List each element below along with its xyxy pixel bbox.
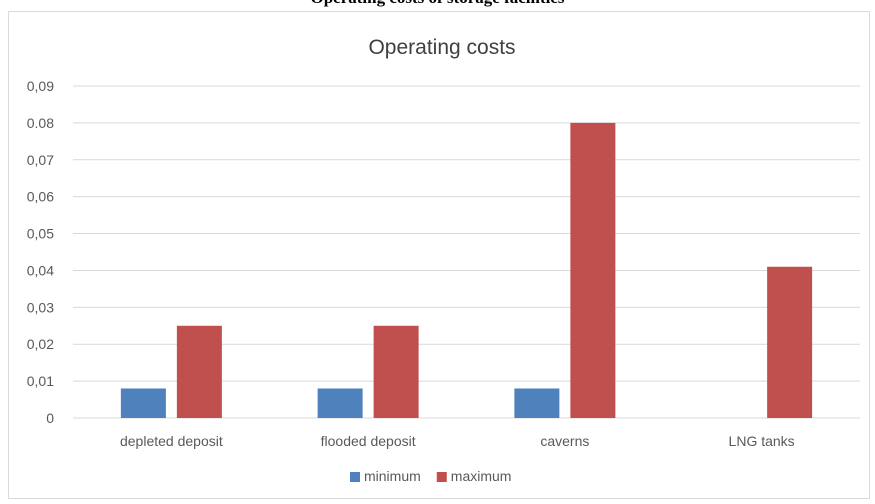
y-tick-label: 0,09	[27, 78, 54, 94]
y-tick-label: 0,07	[27, 152, 54, 168]
x-category-label: depleted deposit	[120, 433, 223, 449]
bar-maximum	[176, 325, 222, 418]
bar-minimum	[514, 388, 560, 418]
y-tick-label: 0	[46, 410, 54, 426]
legend-swatch-minimum	[350, 472, 360, 482]
x-axis-categories: depleted deposit flooded deposit caverns LN…	[120, 433, 795, 449]
grid-lines	[73, 85, 860, 419]
bars	[120, 122, 813, 418]
legend-label-maximum: maximum	[451, 468, 512, 484]
y-tick-label: 0,03	[27, 299, 54, 315]
bar-minimum	[317, 388, 363, 418]
y-tick-label: 0.08	[27, 115, 54, 131]
bar-minimum	[120, 388, 166, 418]
bar-maximum	[767, 266, 813, 418]
y-axis-ticks: 0 0,01 0,02 0,03 0,04 0,05 0,06 0,07 0.08 0,09	[27, 78, 54, 426]
y-tick-label: 0,05	[27, 226, 54, 242]
chart-title: Operating costs	[368, 36, 515, 59]
bar-maximum	[570, 122, 616, 418]
y-tick-label: 0,02	[27, 336, 54, 352]
legend-swatch-maximum	[436, 472, 447, 482]
bar-maximum	[373, 325, 419, 418]
y-tick-label: 0,04	[27, 262, 54, 278]
x-category-label: caverns	[540, 433, 589, 449]
x-category-label: LNG tanks	[729, 433, 795, 449]
y-tick-label: 0,06	[27, 189, 54, 205]
legend-label-minimum: minimum	[364, 468, 421, 484]
x-category-label: flooded deposit	[321, 433, 416, 449]
legend: minimum maximum	[350, 468, 511, 484]
top-caption: Operating costs of storage facilities	[0, 0, 875, 8]
y-tick-label: 0,01	[27, 373, 54, 389]
